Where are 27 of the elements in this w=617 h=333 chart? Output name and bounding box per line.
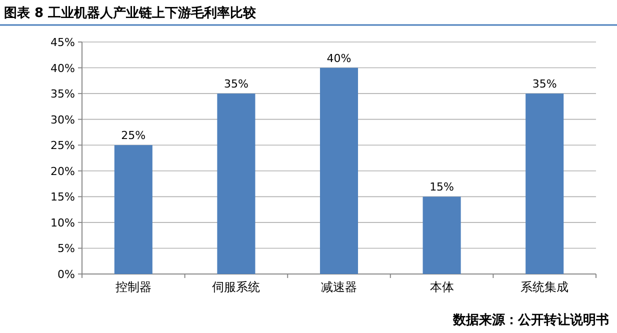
- x-tick-label: 减速器: [321, 280, 357, 294]
- y-tick-label: 0%: [58, 268, 75, 281]
- x-tick-label: 控制器: [115, 280, 152, 294]
- bar: [217, 94, 256, 274]
- data-label: 25%: [121, 129, 146, 142]
- data-label: 35%: [532, 78, 557, 91]
- x-tick-label: 本体: [430, 280, 454, 294]
- x-tick-label: 系统集成: [520, 280, 569, 294]
- y-tick-label: 25%: [50, 139, 75, 152]
- y-tick-label: 30%: [50, 113, 75, 126]
- y-tick-label: 40%: [50, 62, 75, 75]
- data-label: 15%: [430, 180, 454, 194]
- bar: [114, 145, 152, 274]
- data-label: 40%: [326, 52, 352, 65]
- y-tick-label: 35%: [50, 88, 75, 101]
- bar: [320, 68, 358, 274]
- bar: [422, 196, 461, 274]
- y-tick-label: 20%: [50, 164, 75, 178]
- x-tick-label: 伺服系统: [212, 280, 260, 294]
- data-label: 35%: [224, 78, 248, 91]
- y-tick-label: 45%: [50, 36, 75, 49]
- y-tick-label: 5%: [58, 242, 75, 256]
- y-tick-label: 15%: [50, 190, 75, 204]
- chart-title: 图表 8 工业机器人产业链上下游毛利率比较: [4, 5, 258, 21]
- bar: [526, 94, 564, 274]
- source-note: 数据来源：公开转让说明书: [452, 313, 609, 328]
- y-tick-label: 10%: [50, 216, 75, 230]
